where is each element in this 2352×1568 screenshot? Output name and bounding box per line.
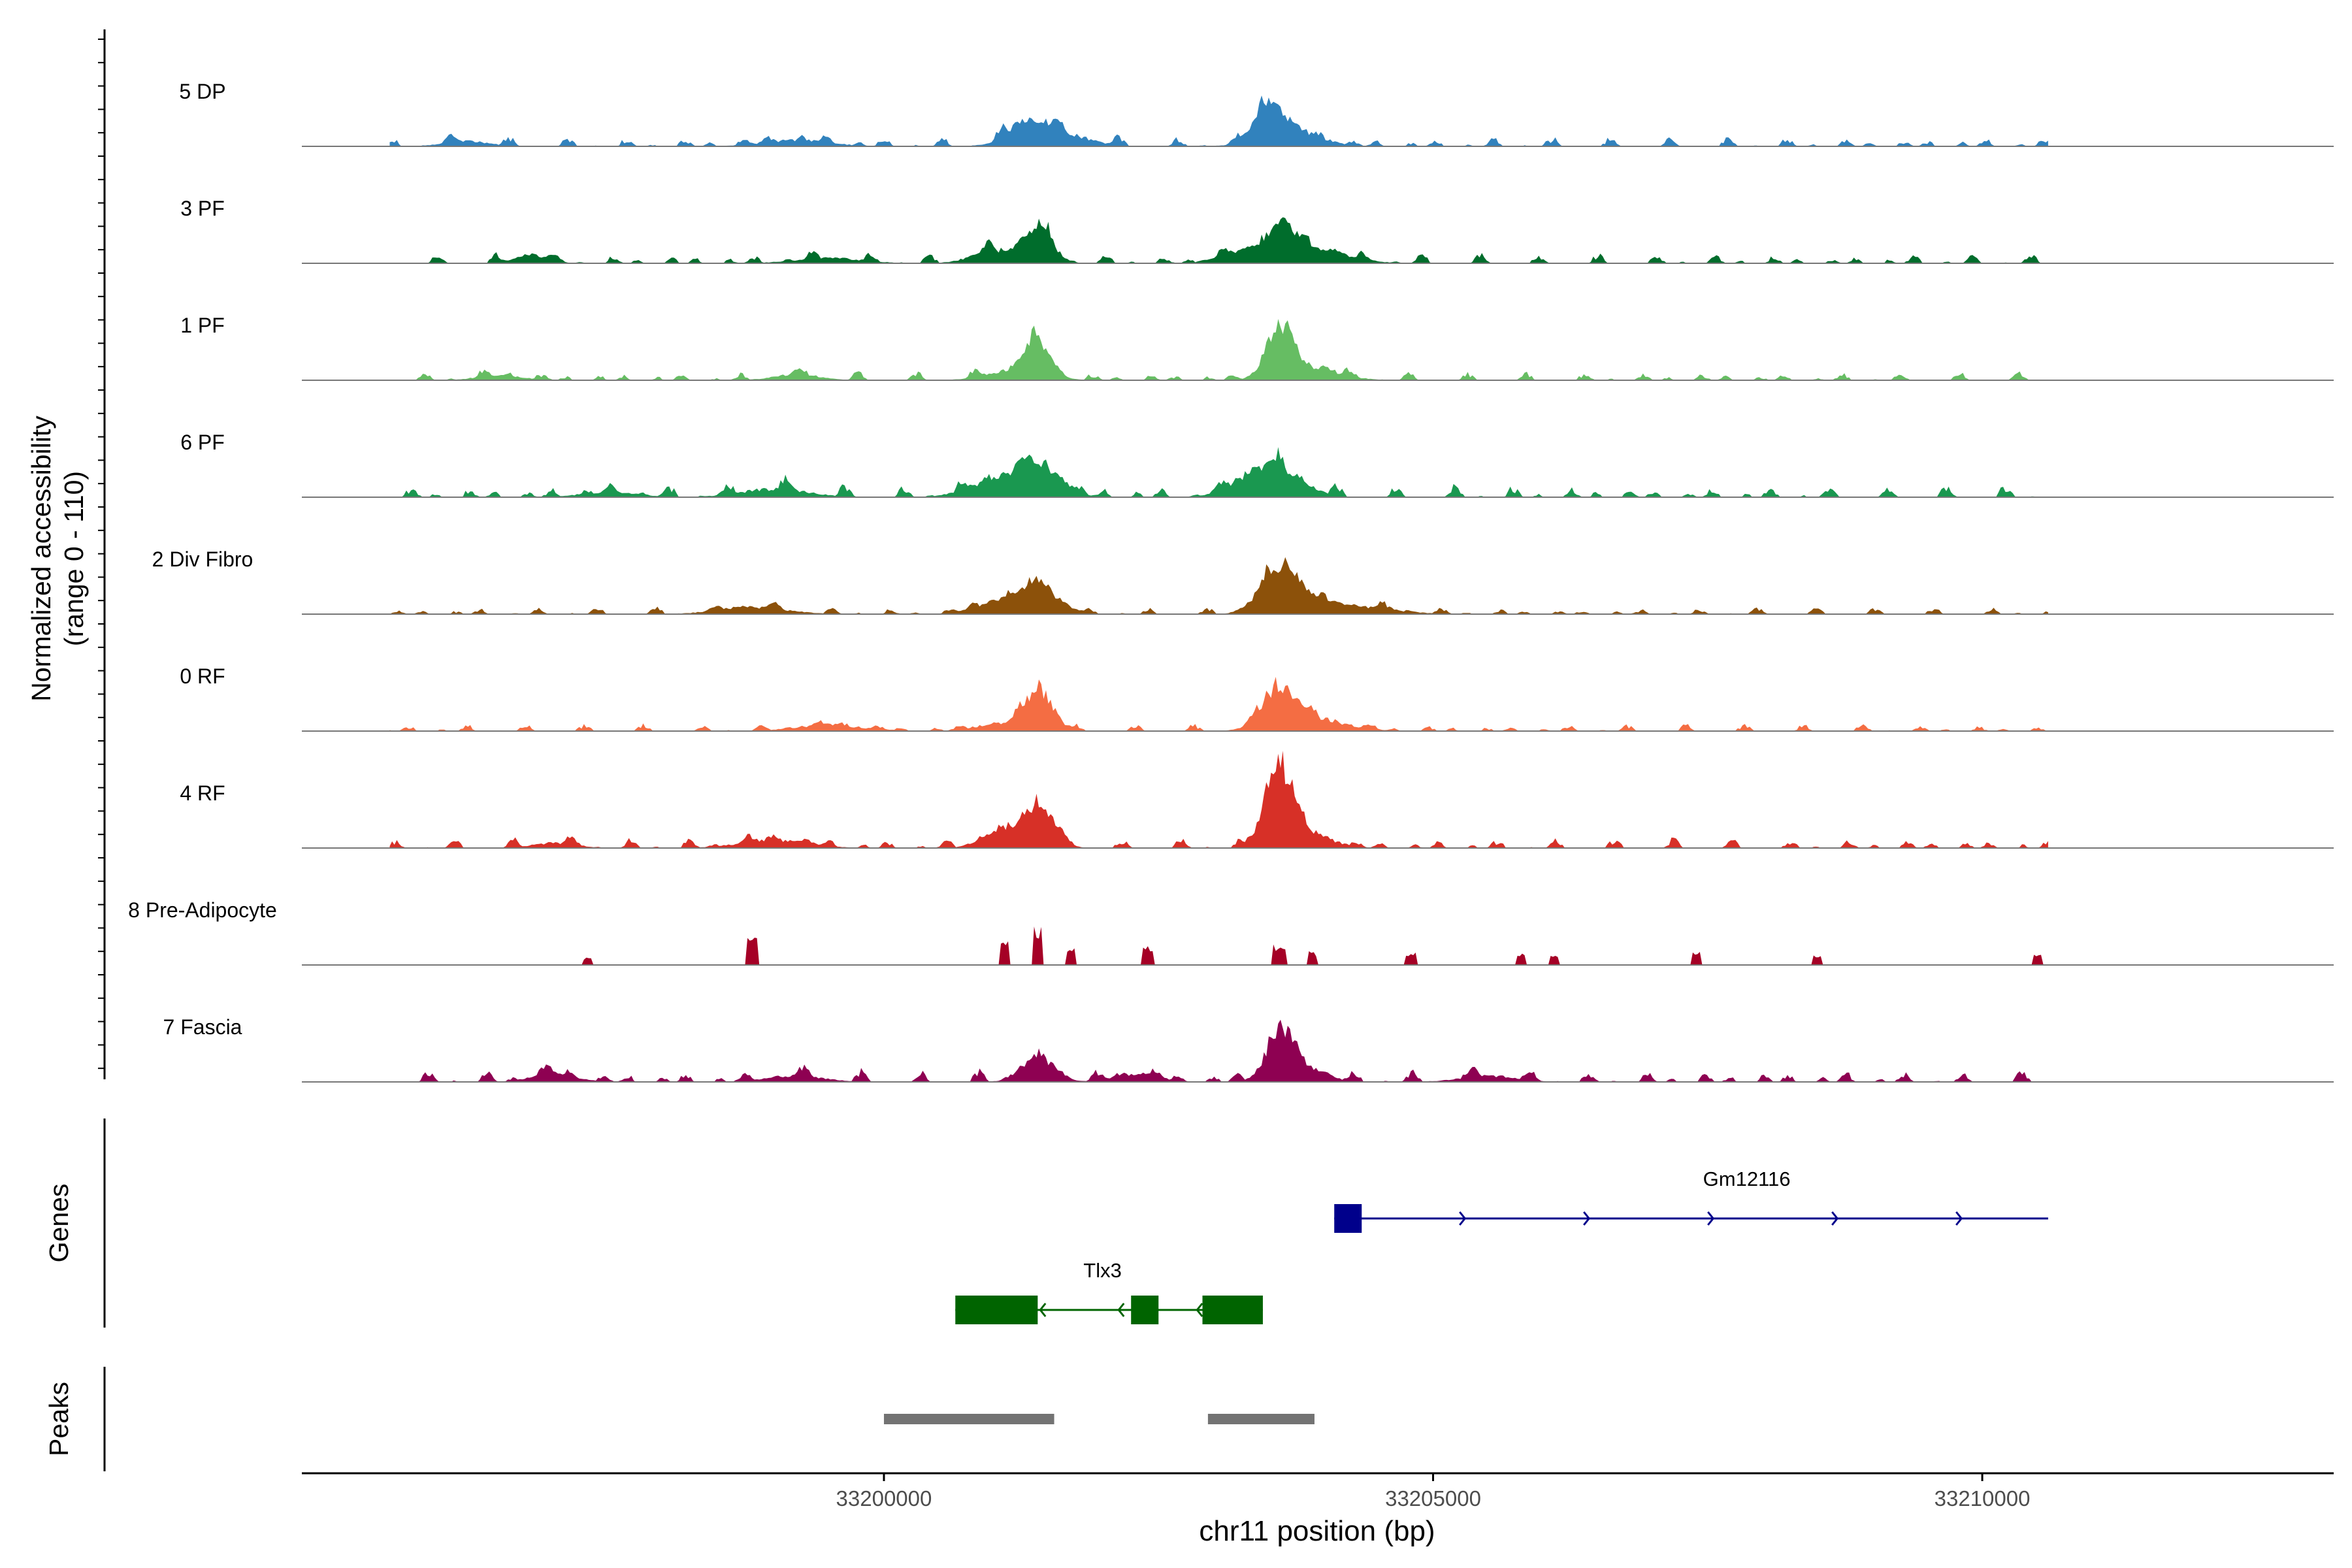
gene-exon (1334, 1204, 1362, 1233)
strand-arrow (1707, 1211, 1715, 1226)
track-label: 8 Pre-Adipocyte (128, 898, 277, 922)
strand-arrow (1583, 1211, 1591, 1226)
coverage-track: 7 Fascia (163, 1015, 2334, 1083)
coverage-area (389, 447, 2048, 497)
strand-arrow (1117, 1303, 1125, 1317)
track-label: 4 RF (180, 781, 225, 805)
genes-panel: Genes Gm12116 Tlx3 (44, 1119, 2048, 1328)
strand-arrow (1039, 1303, 1047, 1317)
track-label: 5 DP (179, 80, 225, 103)
coverage-panel: Normalized accessibility (range 0 - 110)… (26, 29, 2334, 1083)
coverage-track: 8 Pre-Adipocyte (128, 898, 2334, 966)
coverage-tracks: 5 DP 3 PF 1 PF 6 PF 2 Div Fibro 0 RF 4 RF 8 Pre… (128, 80, 2334, 1083)
gene-name-label: Tlx3 (1083, 1259, 1122, 1282)
gene-models: Gm12116 Tlx3 (955, 1168, 2048, 1324)
gene-exon (1202, 1296, 1263, 1324)
x-axis-title: chr11 position (bp) (1199, 1515, 1435, 1547)
peaks-panel-label: Peaks (44, 1382, 74, 1456)
track-label: 1 PF (180, 314, 225, 337)
strand-arrow (1831, 1211, 1839, 1226)
strand-arrow (1955, 1211, 1963, 1226)
gene-name-label: Gm12116 (1703, 1168, 1791, 1190)
coverage-track: 4 RF (180, 751, 2334, 849)
x-tick-label: 33205000 (1385, 1486, 1481, 1511)
coverage-y-ticks (98, 39, 105, 1070)
track-label: 2 Div Fibro (152, 547, 253, 571)
gene-exon (1131, 1296, 1159, 1324)
gene-model: Gm12116 (1334, 1168, 2048, 1233)
peak-regions (883, 1414, 1315, 1424)
strand-arrow (1196, 1303, 1203, 1317)
x-tick-label: 33200000 (836, 1486, 932, 1511)
coverage-area (389, 217, 2048, 263)
x-axis: 33200000 33205000 33210000 chr11 position … (302, 1472, 2334, 1547)
coverage-track: 2 Div Fibro (152, 547, 2334, 615)
genes-panel-label: Genes (44, 1184, 74, 1263)
coverage-y-label-line1: Normalized accessibility (26, 416, 56, 702)
coverage-track: 5 DP (179, 80, 2334, 147)
x-axis-ticks: 33200000 33205000 33210000 (836, 1473, 2031, 1511)
coverage-y-label-line2: (range 0 - 110) (59, 471, 89, 646)
coverage-track: 6 PF (180, 431, 2334, 498)
coverage-area (389, 1019, 2048, 1082)
peak-region-bar (1207, 1414, 1315, 1424)
x-tick-label: 33210000 (1935, 1486, 2031, 1511)
track-label: 3 PF (180, 197, 225, 220)
track-label: 7 Fascia (163, 1015, 242, 1039)
track-label: 0 RF (180, 664, 225, 688)
gene-model: Tlx3 (955, 1259, 1263, 1324)
coverage-track: 3 PF (180, 197, 2334, 264)
gene-exon (955, 1296, 1038, 1324)
strand-arrow (1459, 1211, 1467, 1226)
coverage-track: 0 RF (180, 664, 2334, 732)
peaks-panel: Peaks (44, 1367, 1315, 1471)
coverage-track: 1 PF (180, 314, 2334, 381)
track-label: 6 PF (180, 431, 225, 454)
peak-region-bar (883, 1414, 1054, 1424)
